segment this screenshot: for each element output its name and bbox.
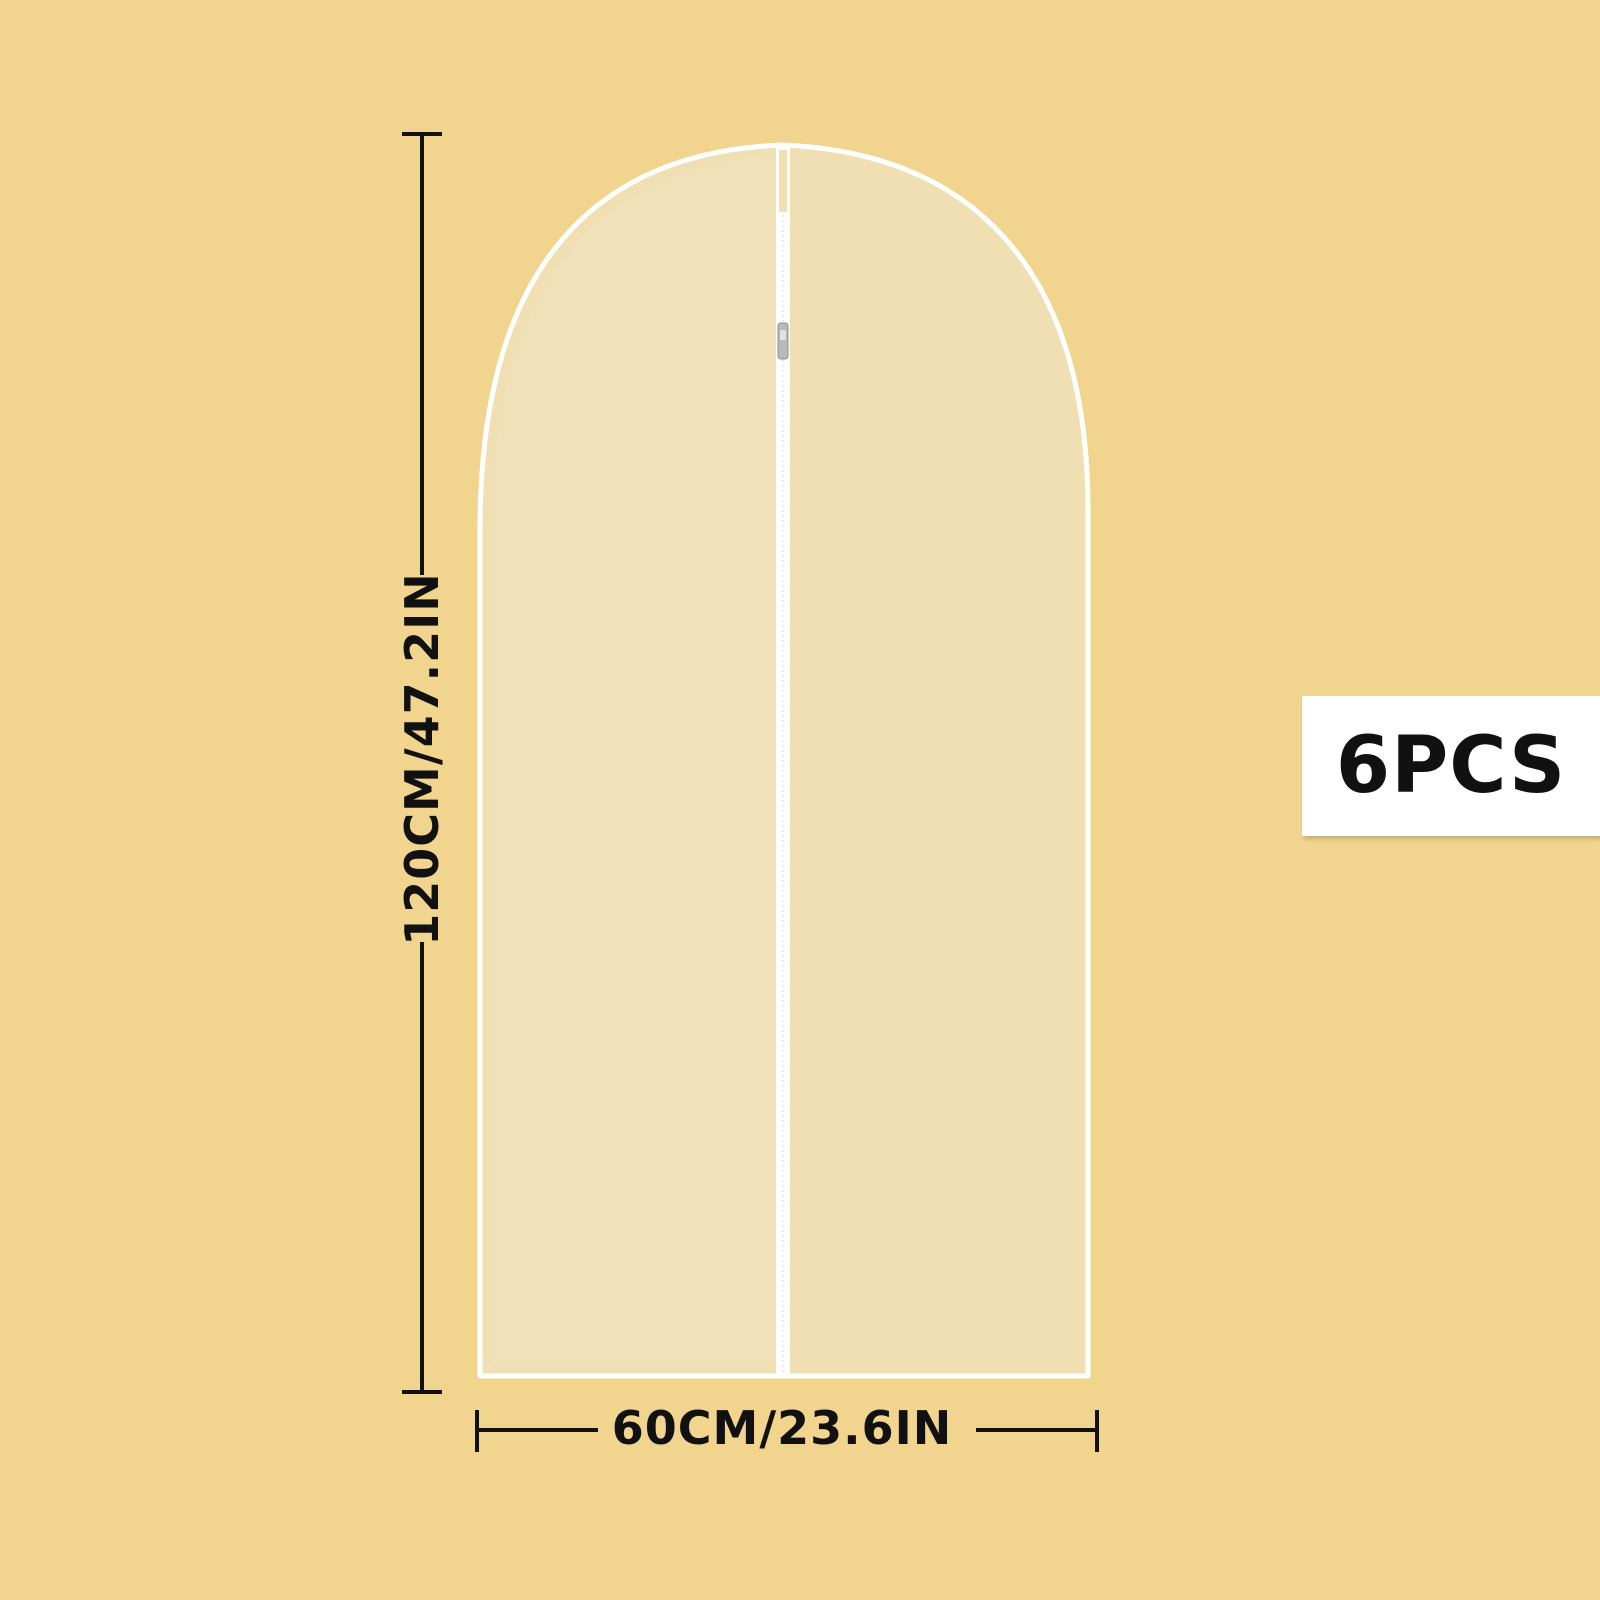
width-dimension-label: 60CM/23.6IN bbox=[611, 1401, 953, 1455]
quantity-badge-label: 6PCS bbox=[1335, 721, 1567, 811]
height-dimension-label: 120CM/47.2IN bbox=[395, 572, 449, 946]
garment-bag-sheen bbox=[492, 156, 776, 1364]
height-dimension-line bbox=[402, 132, 442, 1394]
zipper-top-gap bbox=[779, 150, 787, 212]
quantity-badge: 6PCS bbox=[1302, 696, 1600, 836]
zipper-pull-icon bbox=[777, 322, 789, 360]
width-dimension-line bbox=[475, 1410, 1099, 1452]
garment-bag bbox=[477, 142, 1091, 1379]
